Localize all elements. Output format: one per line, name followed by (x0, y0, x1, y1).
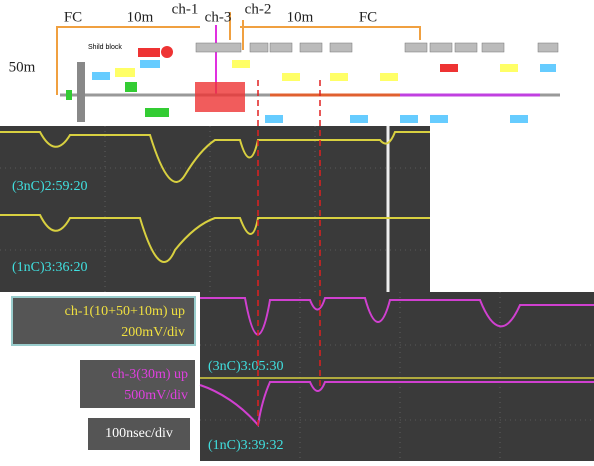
device (510, 115, 528, 123)
device (430, 115, 448, 123)
legend-label: 500mV/div (124, 388, 188, 403)
device (299, 42, 323, 53)
waveform (200, 297, 594, 336)
legend-box (88, 418, 190, 450)
legend-label: 100nsec/div (105, 426, 173, 441)
device (329, 42, 353, 53)
device (232, 60, 250, 68)
beamline-diagram: FC 10m ch-1 ch-3 ch-2 10m FC 50m Shild b… (9, 1, 560, 123)
device (330, 73, 348, 81)
waveform (0, 214, 430, 263)
device (138, 48, 160, 57)
device (125, 82, 137, 92)
device (429, 42, 453, 53)
legend-label: ch-3(30m) up (111, 367, 188, 382)
device (537, 42, 559, 53)
device (380, 73, 398, 81)
device (500, 64, 518, 72)
collimator (145, 108, 169, 117)
device (140, 60, 160, 68)
fc-label: FC (359, 9, 377, 25)
ch3-label: ch-3 (205, 9, 232, 25)
ch2-label: ch-2 (245, 1, 272, 17)
cable-route (56, 26, 421, 95)
device (115, 68, 135, 77)
scope-top: (3nC)2:59:20 (1nC)3:36:20 (0, 126, 430, 292)
device (440, 64, 458, 72)
scope-screen (0, 126, 430, 292)
trace-label: (3nC)2:59:20 (12, 179, 87, 194)
device (249, 42, 269, 53)
scope-screen (200, 292, 594, 461)
device (400, 115, 418, 123)
ch1-label: ch-1 (172, 1, 199, 17)
device (282, 73, 300, 81)
shield-label: Shild block (88, 44, 122, 51)
device (265, 115, 283, 123)
legend-label: 200mV/div (121, 325, 185, 340)
distance-label: 50m (9, 59, 36, 75)
legend-label: ch-1(10+50+10m) up (65, 304, 185, 319)
trace-label: (1nC)3:36:20 (12, 260, 87, 275)
trace-label: (3nC)3:05:30 (208, 359, 283, 374)
waveform (0, 131, 430, 183)
device (481, 42, 505, 53)
distance-label: 10m (127, 9, 154, 25)
device (404, 42, 428, 53)
shield-block (77, 62, 85, 122)
legend-box (11, 296, 196, 346)
scope-bottom: (3nC)3:05:30 (1nC)3:39:32 (199, 292, 594, 461)
device (195, 42, 242, 53)
device (161, 46, 173, 58)
fc-left-device (66, 90, 72, 100)
device (92, 72, 110, 80)
trace-label: (1nC)3:39:32 (208, 438, 283, 453)
device (540, 64, 556, 72)
legend: ch-1(10+50+10m) up 200mV/div ch-3(30m) u… (11, 296, 196, 450)
device (350, 115, 368, 123)
legend-box (80, 360, 195, 408)
device-array (195, 82, 245, 112)
device (269, 42, 293, 53)
fc-label: FC (64, 9, 82, 25)
distance-label: 10m (287, 9, 314, 25)
device (454, 42, 478, 53)
